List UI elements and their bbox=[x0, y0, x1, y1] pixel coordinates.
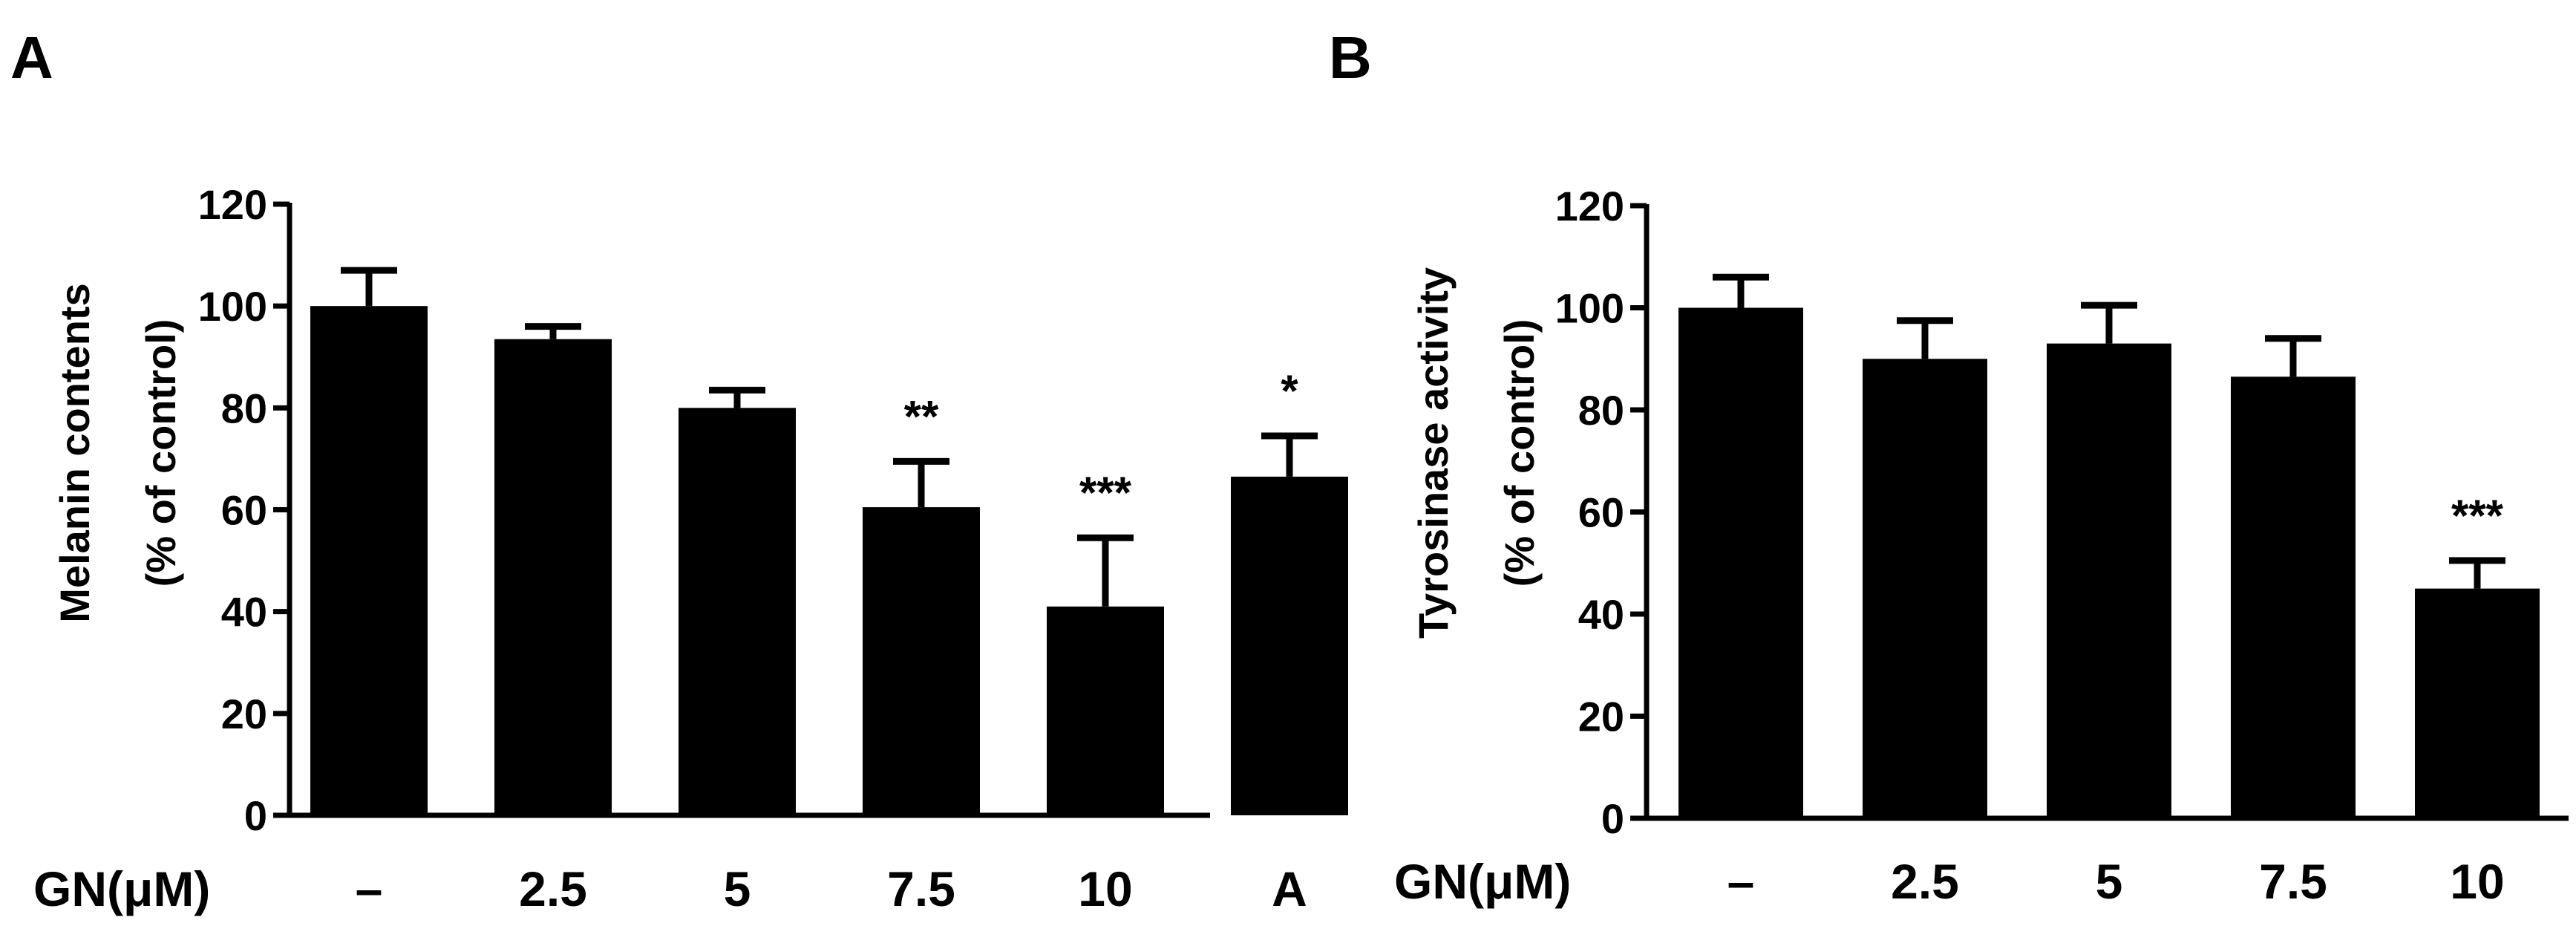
bar-b bbox=[2415, 588, 2540, 818]
panel-b: B Tyrosinase activity (% of control) GN(… bbox=[1329, 25, 2569, 909]
bar-a bbox=[494, 339, 612, 815]
category-label-a: 2.5 bbox=[519, 861, 587, 916]
plot-area-b: 0 20 40 60 80 100 120 – 2.5 5 7.5 10 *** bbox=[1555, 183, 2569, 909]
panel-a: A Melanin contents (% of control) GN(μM)… bbox=[10, 25, 1348, 916]
bar-a bbox=[679, 408, 796, 815]
bar-b bbox=[1863, 359, 1987, 818]
bar-b bbox=[1678, 307, 1803, 818]
bar-b bbox=[2231, 376, 2356, 818]
y-tick-label-a: 60 bbox=[221, 487, 267, 534]
y-axis-title-line1-a: Melanin contents bbox=[51, 283, 98, 622]
y-tick-label-a: 120 bbox=[198, 181, 267, 228]
category-label-a: 5 bbox=[724, 861, 751, 916]
y-tick-label-b: 80 bbox=[1578, 387, 1624, 434]
bar-a bbox=[1231, 476, 1348, 815]
category-label-b: 10 bbox=[2450, 854, 2504, 909]
bar-b bbox=[2047, 343, 2171, 818]
significance-label-a: ** bbox=[904, 391, 939, 441]
category-label-b: 2.5 bbox=[1891, 854, 1959, 909]
y-tick-label-a: 80 bbox=[221, 385, 267, 431]
y-tick-label-a: 100 bbox=[198, 283, 267, 330]
category-label-b: 7.5 bbox=[2259, 854, 2327, 909]
x-axis-title-a: GN(μM) bbox=[33, 861, 210, 916]
y-tick-label-a: 0 bbox=[244, 792, 267, 839]
panel-label-a: A bbox=[10, 25, 53, 91]
category-label-b: 5 bbox=[2096, 854, 2123, 909]
bar-a bbox=[1047, 606, 1164, 815]
y-tick-label-b: 40 bbox=[1578, 591, 1624, 638]
y-axis-title-line1-b: Tyrosinase activity bbox=[1410, 267, 1457, 639]
category-label-b: – bbox=[1727, 854, 1755, 909]
y-tick-label-b: 120 bbox=[1555, 183, 1624, 229]
y-axis-title-a: Melanin contents (% of control) bbox=[51, 283, 184, 622]
y-axis-title-line2-b: (% of control) bbox=[1496, 319, 1543, 587]
y-tick-label-b: 100 bbox=[1555, 285, 1624, 332]
bar-a bbox=[863, 507, 980, 815]
y-tick-label-a: 20 bbox=[221, 691, 267, 737]
plot-area-a: 0 20 40 60 80 100 120 – 2.5 5 7.5 ** 10 *** A * bbox=[198, 181, 1348, 916]
significance-label-b: *** bbox=[2451, 491, 2504, 541]
y-axis-title-line2-a: (% of control) bbox=[137, 319, 184, 587]
category-label-a: – bbox=[356, 861, 383, 916]
y-tick-label-b: 0 bbox=[1601, 795, 1624, 842]
bar-a bbox=[310, 306, 428, 816]
y-tick-label-b: 20 bbox=[1578, 694, 1624, 740]
y-tick-label-a: 40 bbox=[221, 589, 267, 636]
category-label-a: A bbox=[1272, 861, 1307, 916]
category-label-a: 10 bbox=[1078, 861, 1132, 916]
significance-label-a: * bbox=[1281, 366, 1298, 416]
y-tick-label-b: 60 bbox=[1578, 489, 1624, 536]
category-label-a: 7.5 bbox=[887, 861, 955, 916]
panel-label-b: B bbox=[1329, 25, 1372, 91]
y-axis-title-b: Tyrosinase activity (% of control) bbox=[1410, 267, 1543, 639]
significance-label-a: *** bbox=[1079, 468, 1132, 518]
x-axis-title-b: GN(μM) bbox=[1394, 854, 1571, 909]
